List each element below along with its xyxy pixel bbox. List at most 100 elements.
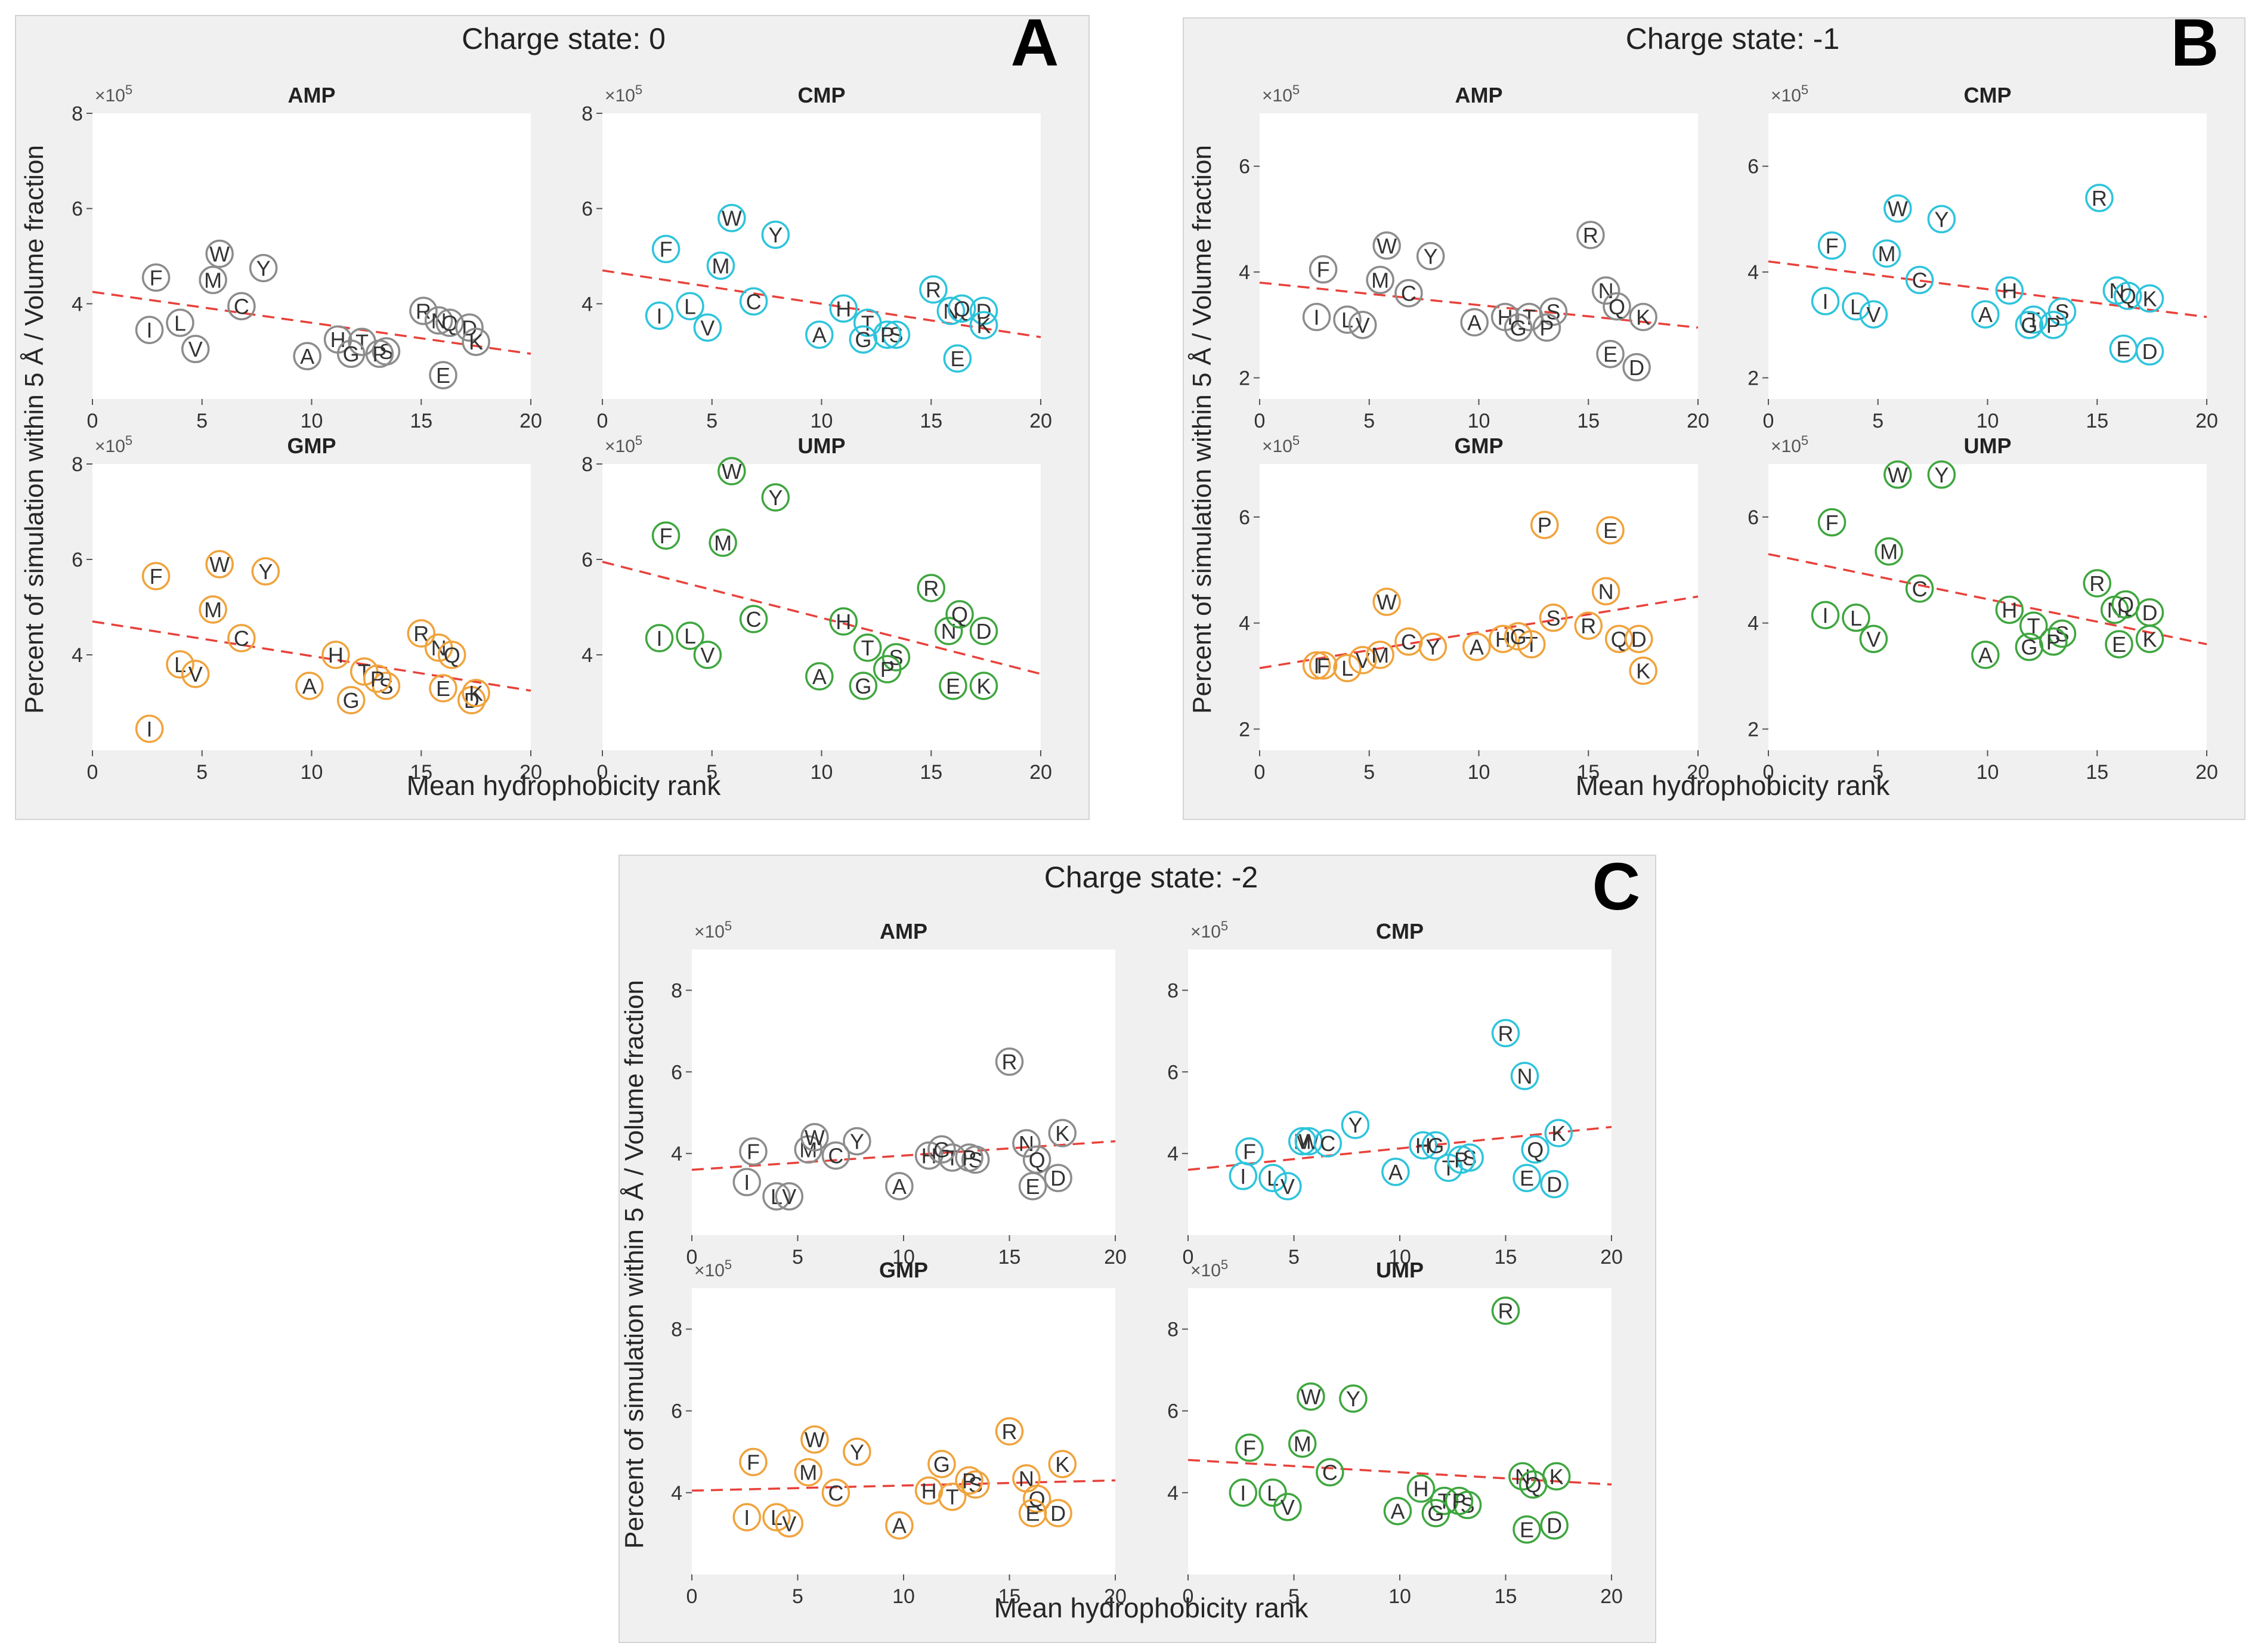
data-point: Y xyxy=(1339,1384,1368,1413)
x-tick-label: 5 xyxy=(196,761,208,784)
x-tick-label: 0 xyxy=(686,1585,698,1608)
data-point: D xyxy=(1540,1170,1569,1199)
point-label: G xyxy=(343,688,360,713)
point-marker xyxy=(1409,1131,1437,1160)
data-point: M xyxy=(794,1458,822,1487)
point-label: K xyxy=(2142,286,2157,311)
point-label: T xyxy=(1523,305,1536,330)
data-point: E xyxy=(2109,334,2138,363)
point-marker xyxy=(1842,604,1870,632)
point-label: E xyxy=(2112,632,2126,657)
data-point: P xyxy=(363,664,392,693)
point-label: W xyxy=(1301,1385,1321,1409)
point-label: R xyxy=(2089,571,2105,596)
x-tick-label: 20 xyxy=(1104,1246,1127,1269)
panel-letter: A xyxy=(1011,5,1059,80)
point-label: R xyxy=(2092,186,2107,211)
data-point: M xyxy=(1366,641,1394,669)
point-marker xyxy=(843,1127,871,1156)
x-tick-label: 5 xyxy=(1288,1246,1300,1269)
point-marker xyxy=(457,686,486,714)
data-point: R xyxy=(917,574,945,602)
data-point: H xyxy=(1995,595,2024,624)
point-label: A xyxy=(892,1514,907,1538)
point-marker xyxy=(1460,308,1489,337)
point-label: M xyxy=(1371,268,1389,292)
point-marker xyxy=(794,1458,822,1487)
point-marker xyxy=(429,361,457,389)
data-point: E xyxy=(429,674,457,703)
x-tick-label: 10 xyxy=(1468,410,1490,432)
point-label: H xyxy=(836,610,851,634)
data-point: G xyxy=(849,325,878,354)
data-point: P xyxy=(873,655,902,683)
data-point: E xyxy=(1513,1164,1541,1192)
y-tick-label: 4 xyxy=(1748,261,1759,284)
point-marker xyxy=(739,1447,768,1477)
point-marker xyxy=(1372,587,1401,616)
point-marker xyxy=(2048,619,2077,648)
data-point: F xyxy=(1235,1433,1264,1462)
point-marker xyxy=(739,287,768,316)
y-multiplier: ×105 xyxy=(1771,82,1808,106)
data-point: A xyxy=(885,1511,914,1540)
x-tick-label: 20 xyxy=(519,761,542,784)
data-point: Y xyxy=(843,1127,871,1156)
subplot-title: UMP xyxy=(1376,1258,1424,1282)
trend-line xyxy=(92,620,531,692)
point-marker xyxy=(1875,537,1903,566)
point-marker xyxy=(205,550,234,578)
data-point: A xyxy=(295,672,324,700)
point-label: E xyxy=(1026,1174,1040,1199)
point-label: I xyxy=(147,318,153,342)
point-marker xyxy=(761,220,790,249)
point-marker xyxy=(2105,630,2133,658)
x-tick-label: 0 xyxy=(1254,410,1266,432)
trend-line xyxy=(691,1479,1116,1492)
point-label: E xyxy=(2116,337,2130,361)
data-point: C xyxy=(1394,627,1423,656)
data-point: P xyxy=(1445,1486,1474,1515)
point-marker xyxy=(761,483,790,512)
point-marker xyxy=(1596,516,1625,545)
y-tick-label: 6 xyxy=(1748,156,1759,178)
data-point: Y xyxy=(761,220,790,249)
subplot-title: GMP xyxy=(287,434,336,458)
point-label: T xyxy=(861,636,874,660)
data-point: Y xyxy=(1418,632,1448,661)
data-point: G xyxy=(2015,311,2044,339)
y-tick-label: 6 xyxy=(1748,506,1759,529)
panel-A: Charge state: 0 A Mean hydrophobicity rank… xyxy=(15,5,1090,820)
point-label: P xyxy=(372,342,386,366)
data-point: A xyxy=(1971,641,2000,669)
point-marker xyxy=(1383,1496,1412,1526)
point-marker xyxy=(2019,305,2048,334)
point-marker xyxy=(914,1476,944,1505)
data-point: V xyxy=(181,335,210,363)
data-point: P xyxy=(1447,1145,1476,1174)
point-marker xyxy=(955,1466,983,1495)
x-tick-label: 15 xyxy=(998,1246,1021,1269)
y-axis-label: Percent of simulation within 5 Å / Volum… xyxy=(1187,145,1217,714)
point-marker xyxy=(407,619,435,648)
point-label: V xyxy=(700,315,715,340)
data-point: Q xyxy=(947,294,976,323)
data-point: H xyxy=(1489,624,1517,654)
point-marker xyxy=(135,315,164,344)
data-point: I xyxy=(135,315,164,344)
point-marker xyxy=(1604,624,1634,654)
point-marker xyxy=(919,275,948,304)
point-label: G xyxy=(933,1452,950,1477)
point-label: L xyxy=(1267,1481,1279,1505)
point-label: H xyxy=(921,1478,937,1503)
point-marker xyxy=(943,344,972,373)
point-label: L xyxy=(684,294,696,318)
point-label: K xyxy=(976,674,991,698)
point-label: W xyxy=(1888,463,1908,487)
trend-line xyxy=(691,1140,1116,1171)
data-point: V xyxy=(775,1509,804,1538)
point-label: H xyxy=(330,327,346,352)
point-marker xyxy=(2135,284,2164,313)
point-marker xyxy=(1530,511,1559,539)
point-label: C xyxy=(746,607,762,632)
